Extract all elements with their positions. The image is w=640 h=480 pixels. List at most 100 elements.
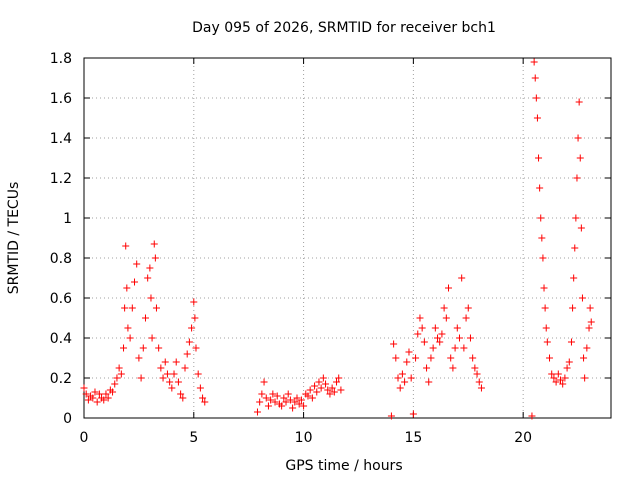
- data-point: [293, 394, 301, 402]
- data-point: [131, 278, 139, 286]
- data-point: [282, 398, 290, 406]
- data-point: [256, 398, 264, 406]
- data-point: [133, 260, 141, 268]
- data-point: [135, 354, 143, 362]
- x-tick-label: 5: [189, 430, 198, 446]
- data-point: [333, 378, 341, 386]
- data-point: [289, 404, 297, 412]
- x-tick-label: 0: [80, 430, 89, 446]
- data-point: [260, 378, 268, 386]
- data-point: [181, 364, 189, 372]
- data-point: [586, 304, 594, 312]
- data-point: [540, 284, 548, 292]
- data-point: [429, 344, 437, 352]
- data-point: [306, 386, 314, 394]
- data-point: [84, 396, 92, 404]
- x-tick-label: 10: [295, 430, 313, 446]
- data-point: [550, 374, 558, 382]
- y-tick-label: 1: [63, 211, 72, 227]
- data-point: [401, 378, 409, 386]
- data-point: [157, 364, 165, 372]
- data-point: [442, 314, 450, 322]
- data-point: [190, 298, 198, 306]
- data-point: [113, 374, 121, 382]
- data-point: [284, 390, 292, 398]
- data-point: [322, 380, 330, 388]
- data-point: [565, 358, 573, 366]
- data-point: [539, 254, 547, 262]
- data-point: [538, 234, 546, 242]
- data-point: [460, 344, 468, 352]
- data-point: [179, 394, 187, 402]
- data-point: [571, 244, 579, 252]
- data-point: [326, 390, 334, 398]
- data-point: [269, 390, 277, 398]
- data-point: [573, 174, 581, 182]
- data-point: [147, 294, 155, 302]
- data-point: [412, 354, 420, 362]
- data-point: [574, 134, 582, 142]
- data-point: [262, 394, 270, 402]
- data-point: [141, 314, 149, 322]
- data-point: [196, 384, 204, 392]
- data-point: [576, 154, 584, 162]
- data-point: [111, 380, 119, 388]
- data-point: [587, 318, 595, 326]
- data-point: [462, 314, 470, 322]
- data-point: [567, 338, 575, 346]
- data-point: [542, 324, 550, 332]
- data-point: [561, 374, 569, 382]
- data-point: [185, 338, 193, 346]
- data-point: [126, 334, 134, 342]
- data-point: [121, 304, 129, 312]
- data-point: [93, 398, 101, 406]
- data-point: [392, 354, 400, 362]
- data-point: [407, 374, 415, 382]
- data-point: [532, 94, 540, 102]
- y-tick-label: 0: [63, 411, 72, 427]
- data-point: [264, 402, 272, 410]
- data-point: [440, 304, 448, 312]
- data-point: [449, 364, 457, 372]
- data-point: [170, 370, 178, 378]
- x-tick-label: 15: [404, 430, 422, 446]
- data-point: [120, 344, 128, 352]
- data-point: [398, 370, 406, 378]
- data-point: [469, 354, 477, 362]
- data-point: [396, 384, 404, 392]
- data-point: [528, 412, 536, 420]
- data-point: [335, 374, 343, 382]
- data-point: [580, 354, 588, 362]
- data-point: [414, 330, 422, 338]
- data-point: [330, 388, 338, 396]
- data-point: [124, 324, 132, 332]
- data-point: [438, 330, 446, 338]
- data-point: [535, 154, 543, 162]
- data-point: [543, 338, 551, 346]
- data-point: [115, 364, 123, 372]
- data-point: [578, 294, 586, 302]
- data-point: [139, 344, 147, 352]
- data-marks: [80, 58, 595, 420]
- data-point: [319, 374, 327, 382]
- data-point: [300, 402, 308, 410]
- data-point: [144, 274, 152, 282]
- data-point: [585, 324, 593, 332]
- data-point: [552, 378, 560, 386]
- data-point: [155, 344, 163, 352]
- data-point: [82, 390, 90, 398]
- data-point: [95, 390, 103, 398]
- data-point: [91, 388, 99, 396]
- data-point: [174, 378, 182, 386]
- data-point: [537, 214, 545, 222]
- data-point: [123, 284, 131, 292]
- data-point: [151, 254, 159, 262]
- data-point: [304, 392, 312, 400]
- y-tick-label: 1.6: [50, 91, 72, 107]
- data-point: [313, 388, 321, 396]
- x-axis-label: GPS time / hours: [285, 458, 402, 474]
- data-point: [455, 334, 463, 342]
- data-point: [530, 58, 538, 66]
- data-point: [554, 370, 562, 378]
- data-point: [559, 380, 567, 388]
